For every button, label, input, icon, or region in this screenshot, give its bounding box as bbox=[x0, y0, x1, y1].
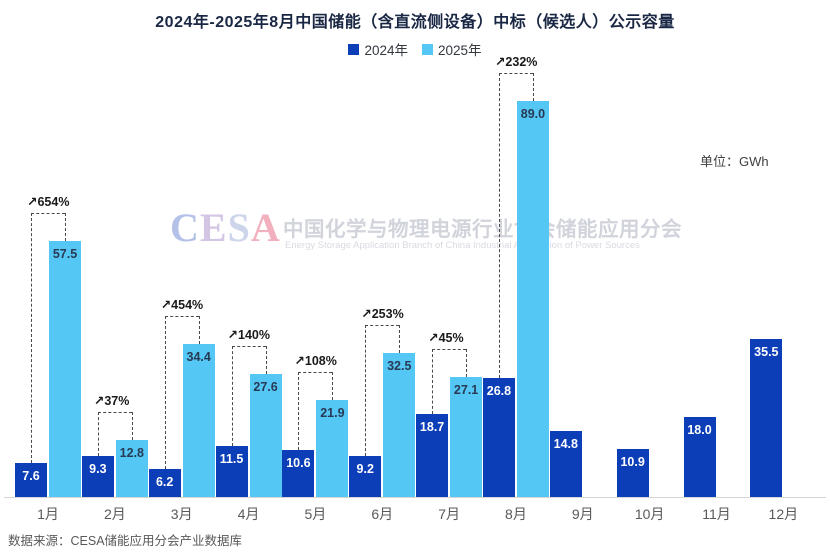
growth-bracket-top bbox=[164, 316, 199, 318]
bar-2025 bbox=[182, 344, 215, 497]
growth-bracket-left bbox=[97, 412, 99, 456]
legend-swatch-2025-icon bbox=[422, 43, 433, 55]
growth-label: ↗232% bbox=[494, 55, 538, 70]
unit-label: 单位：GWh bbox=[700, 154, 769, 169]
bar-value-2024: 9.3 bbox=[89, 461, 107, 476]
bar-value-2025: 89.0 bbox=[520, 107, 546, 122]
bar-2024 bbox=[349, 456, 382, 497]
growth-bracket-top bbox=[97, 412, 132, 414]
bar-value-2024: 10.9 bbox=[620, 454, 645, 469]
growth-bracket-top bbox=[31, 213, 65, 215]
bar-2024 bbox=[416, 413, 449, 497]
bar-value-2025: 32.5 bbox=[387, 358, 412, 373]
bar-2024 bbox=[750, 339, 783, 497]
x-axis-label: 8月 bbox=[505, 506, 527, 522]
growth-bracket-right bbox=[265, 346, 267, 375]
growth-bracket-left bbox=[298, 371, 300, 450]
x-axis-label: 5月 bbox=[304, 506, 327, 522]
bar-2025 bbox=[450, 376, 483, 497]
growth-bracket-top bbox=[231, 346, 266, 348]
bar-value-2024: 14.8 bbox=[553, 437, 578, 452]
growth-bracket-right bbox=[466, 348, 468, 377]
bar-2024 bbox=[148, 469, 181, 497]
growth-bracket-top bbox=[432, 348, 467, 350]
growth-bracket-right bbox=[399, 324, 401, 353]
x-axis-label: 4月 bbox=[237, 506, 260, 522]
x-axis-line bbox=[4, 497, 826, 498]
growth-bracket-top bbox=[498, 73, 533, 75]
x-axis-label: 11月 bbox=[702, 506, 731, 522]
bar-value-2024: 9.2 bbox=[356, 462, 374, 477]
bar-value-2025: 12.8 bbox=[119, 446, 145, 461]
growth-label: ↗454% bbox=[160, 298, 204, 313]
growth-label: ↗654% bbox=[27, 195, 70, 210]
bar-2024 bbox=[215, 445, 248, 497]
bar-2025 bbox=[249, 374, 282, 497]
growth-bracket-right bbox=[198, 316, 200, 345]
chart-title: 2024年-2025年8月中国储能（含直流侧设备）中标（候选人）公示容量 bbox=[155, 14, 675, 31]
bar-2025 bbox=[115, 440, 148, 497]
growth-bracket-left bbox=[31, 213, 32, 464]
x-axis-label: 3月 bbox=[170, 506, 193, 522]
bar-value-2025: 21.9 bbox=[320, 405, 345, 420]
bar-value-2025: 57.5 bbox=[52, 247, 78, 262]
legend-label-2025: 2025年 bbox=[438, 43, 482, 58]
growth-bracket-right bbox=[131, 412, 133, 441]
bar-2024 bbox=[81, 455, 114, 497]
bar-2024 bbox=[683, 417, 716, 497]
bar-value-2024: 6.2 bbox=[155, 475, 174, 490]
bar-value-2024: 7.6 bbox=[22, 469, 40, 484]
bar-value-2024: 18.0 bbox=[687, 423, 712, 437]
bar-2024 bbox=[15, 463, 47, 497]
data-source: 数据来源：CESA储能应用分会产业数据库 bbox=[8, 534, 243, 548]
growth-label: ↗253% bbox=[361, 306, 404, 321]
x-axis-label: 1月 bbox=[37, 506, 59, 522]
growth-label: ↗108% bbox=[294, 353, 337, 368]
bar-2025 bbox=[49, 241, 81, 497]
x-axis-label: 9月 bbox=[571, 506, 594, 522]
bar-value-2024: 26.8 bbox=[486, 383, 512, 398]
bar-value-2025: 27.1 bbox=[453, 382, 479, 397]
growth-bracket-right bbox=[65, 213, 66, 242]
legend-item-2025: 2025年 bbox=[422, 39, 482, 59]
x-axis-label: 6月 bbox=[371, 506, 394, 522]
growth-label: ↗45% bbox=[428, 330, 464, 345]
legend-item-2024: 2024年 bbox=[348, 39, 408, 59]
growth-bracket-left bbox=[231, 346, 233, 446]
legend: 2024年 2025年 bbox=[0, 39, 830, 59]
growth-bracket-top bbox=[365, 324, 400, 326]
x-axis-label: 12月 bbox=[768, 506, 799, 522]
growth-bracket-left bbox=[498, 73, 500, 378]
x-axis-label: 2月 bbox=[103, 506, 126, 522]
bar-value-2024: 10.6 bbox=[286, 455, 311, 470]
growth-label: ↗140% bbox=[227, 328, 270, 343]
growth-label: ↗37% bbox=[93, 394, 130, 409]
bar-2025 bbox=[316, 399, 349, 497]
bar-value-2025: 34.4 bbox=[186, 350, 211, 365]
x-axis-label: 10月 bbox=[634, 506, 665, 522]
bar-2025 bbox=[383, 352, 416, 497]
bar-2024 bbox=[549, 431, 582, 497]
growth-bracket-left bbox=[432, 348, 434, 414]
bar-2024 bbox=[282, 449, 315, 497]
bar-value-2024: 35.5 bbox=[754, 345, 779, 360]
legend-label-2024: 2024年 bbox=[364, 43, 408, 58]
growth-bracket-right bbox=[332, 371, 334, 400]
bar-value-2025: 27.6 bbox=[253, 380, 278, 395]
bar-value-2024: 18.7 bbox=[419, 419, 445, 434]
legend-swatch-2024-icon bbox=[348, 43, 360, 55]
growth-bracket-right bbox=[532, 73, 534, 102]
growth-bracket-top bbox=[298, 371, 333, 373]
x-axis-label: 7月 bbox=[438, 506, 460, 522]
bar-2025 bbox=[516, 101, 549, 497]
growth-bracket-left bbox=[164, 316, 166, 470]
bar-value-2024: 11.5 bbox=[219, 451, 244, 466]
bar-2024 bbox=[482, 377, 515, 497]
bar-2024 bbox=[616, 448, 649, 497]
growth-bracket-left bbox=[365, 324, 367, 457]
